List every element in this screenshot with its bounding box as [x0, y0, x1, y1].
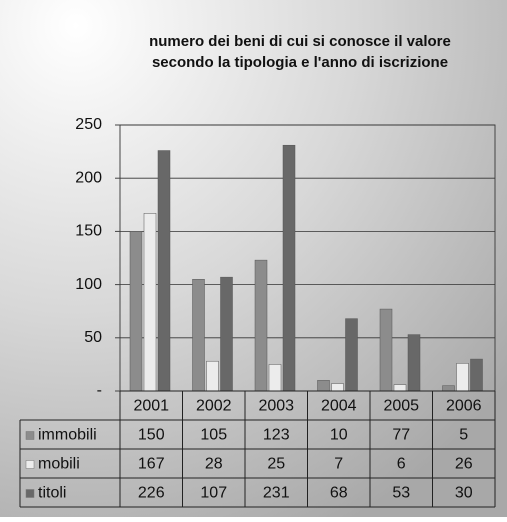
legend-label: immobili: [38, 427, 97, 444]
y-tick-label: 250: [75, 116, 102, 133]
table-value: 7: [334, 456, 343, 473]
bar: [456, 363, 469, 392]
table-value: 77: [392, 427, 410, 444]
bar: [220, 276, 233, 392]
bar: [268, 364, 282, 392]
x-tick-label: 2001: [133, 398, 169, 415]
y-tick-label: 150: [75, 223, 102, 240]
legend-key: [25, 431, 35, 440]
bar: [254, 259, 268, 392]
legend-key: [25, 460, 35, 469]
table-value: 167: [138, 456, 165, 473]
bar: [157, 150, 171, 392]
table-value: 25: [267, 456, 285, 473]
y-tick-label: 200: [75, 169, 102, 186]
bar: [470, 358, 483, 392]
chart-title: numero dei beni di cui si conosce il val…: [149, 33, 451, 50]
bar: [317, 380, 330, 392]
table-value: 10: [330, 427, 348, 444]
table-value: 68: [330, 485, 348, 502]
bar: [282, 144, 296, 392]
legend-label: titoli: [38, 485, 66, 502]
table-value: 5: [459, 427, 468, 444]
x-tick-label: 2004: [321, 398, 357, 415]
chart-title: secondo la tipologia e l'anno di iscrizi…: [152, 54, 448, 71]
bar: [379, 308, 393, 392]
table-value: 150: [138, 427, 165, 444]
table-value: 6: [397, 456, 406, 473]
y-tick-label: 100: [75, 276, 102, 293]
table-value: 28: [205, 456, 223, 473]
y-tick-label: -: [97, 382, 102, 399]
x-tick-label: 2002: [196, 398, 232, 415]
table-value: 226: [138, 485, 165, 502]
legend-key: [25, 489, 35, 498]
table-value: 123: [263, 427, 290, 444]
legend-label: mobili: [38, 456, 80, 473]
bar: [129, 231, 143, 392]
table-value: 53: [392, 485, 410, 502]
bar: [442, 385, 455, 392]
x-tick-label: 2005: [383, 398, 419, 415]
table-value: 26: [455, 456, 473, 473]
bar: [331, 383, 344, 392]
bar: [393, 384, 407, 392]
x-tick-label: 2006: [446, 398, 482, 415]
table-value: 105: [200, 427, 227, 444]
table-value: 107: [200, 485, 227, 502]
table-value: 231: [263, 485, 290, 502]
x-tick-label: 2003: [258, 398, 294, 415]
bar: [345, 318, 358, 392]
bar: [143, 213, 157, 392]
bar: [192, 279, 205, 392]
table-value: 30: [455, 485, 473, 502]
bar: [206, 360, 219, 392]
bar: [407, 334, 421, 392]
y-tick-label: 50: [84, 329, 102, 346]
